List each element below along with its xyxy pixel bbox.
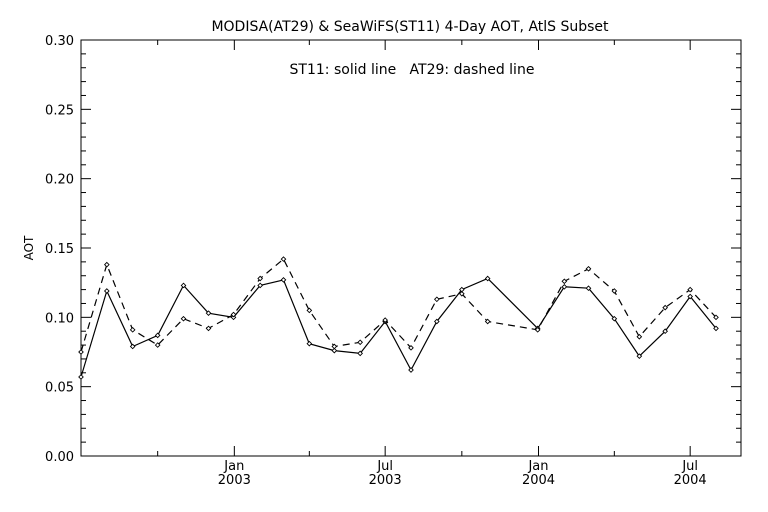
point-at29 xyxy=(382,317,389,323)
point-st11 xyxy=(180,282,187,289)
x-tick-year: 2003 xyxy=(369,473,402,488)
point-st11 xyxy=(257,282,264,289)
point-at29 xyxy=(687,286,694,293)
y-tick-label: 0.05 xyxy=(45,381,74,396)
x-tick-year: 2003 xyxy=(218,473,251,488)
point-at29 xyxy=(205,325,212,332)
point-st11 xyxy=(331,347,338,354)
x-tick-year: 2004 xyxy=(522,473,555,488)
point-st11 xyxy=(78,374,84,380)
point-st11 xyxy=(103,288,110,294)
point-at29 xyxy=(306,307,313,314)
y-axis: 0.00 0.05 0.10 0.15 0.20 0.25 0.30 xyxy=(45,34,741,465)
series-line-st11 xyxy=(80,277,717,378)
x-tick-month: Jan xyxy=(527,459,548,474)
y-tick-label: 0.15 xyxy=(45,242,74,257)
x-tick-month: Jul xyxy=(376,459,393,474)
point-at29 xyxy=(257,275,264,282)
x-tick-month: Jul xyxy=(681,459,698,474)
point-st11 xyxy=(585,285,592,292)
point-at29 xyxy=(662,304,669,311)
x-tick-year: 2004 xyxy=(674,473,707,488)
x-tick-month: Jan xyxy=(223,459,244,474)
point-at29 xyxy=(331,343,338,350)
point-at29 xyxy=(357,339,364,346)
point-at29 xyxy=(230,311,237,318)
series-layer xyxy=(78,256,719,380)
point-at29 xyxy=(585,265,592,272)
y-tick-label: 0.00 xyxy=(45,450,74,465)
y-tick-label: 0.30 xyxy=(45,34,74,49)
y-tick-label: 0.20 xyxy=(45,173,74,188)
y-tick-label: 0.25 xyxy=(45,103,74,118)
point-at29 xyxy=(180,315,187,322)
point-st11 xyxy=(484,275,491,282)
point-st11 xyxy=(662,328,669,335)
y-tick-label: 0.10 xyxy=(45,311,74,326)
point-st11 xyxy=(280,277,287,283)
point-st11 xyxy=(408,367,414,373)
point-at29 xyxy=(78,349,84,355)
point-st11 xyxy=(687,293,694,300)
point-st11 xyxy=(433,318,440,325)
point-at29 xyxy=(636,333,643,340)
point-st11 xyxy=(306,340,313,347)
point-at29 xyxy=(103,261,110,268)
point-st11 xyxy=(611,315,618,322)
point-at29 xyxy=(408,345,414,351)
y-axis-label: AOT xyxy=(22,235,36,260)
point-at29 xyxy=(433,296,440,303)
chart-annotation: ST11: solid line AT29: dashed line xyxy=(290,62,535,78)
point-at29 xyxy=(611,288,618,294)
point-st11 xyxy=(154,332,161,339)
point-st11 xyxy=(205,310,212,317)
point-st11 xyxy=(129,343,136,350)
point-st11 xyxy=(713,325,719,332)
point-at29 xyxy=(458,290,465,297)
point-at29 xyxy=(713,314,719,321)
series-line-at29 xyxy=(80,258,717,353)
point-at29 xyxy=(129,326,136,333)
point-at29 xyxy=(280,256,287,262)
plot-frame xyxy=(80,39,742,457)
point-at29 xyxy=(484,318,491,325)
point-st11 xyxy=(561,283,568,290)
point-st11 xyxy=(357,350,364,357)
point-st11 xyxy=(636,353,643,359)
chart-title: MODISA(AT29) & SeaWiFS(ST11) 4-Day AOT, … xyxy=(211,19,609,35)
point-at29 xyxy=(561,278,568,285)
point-at29 xyxy=(534,326,541,333)
point-at29 xyxy=(154,342,161,348)
